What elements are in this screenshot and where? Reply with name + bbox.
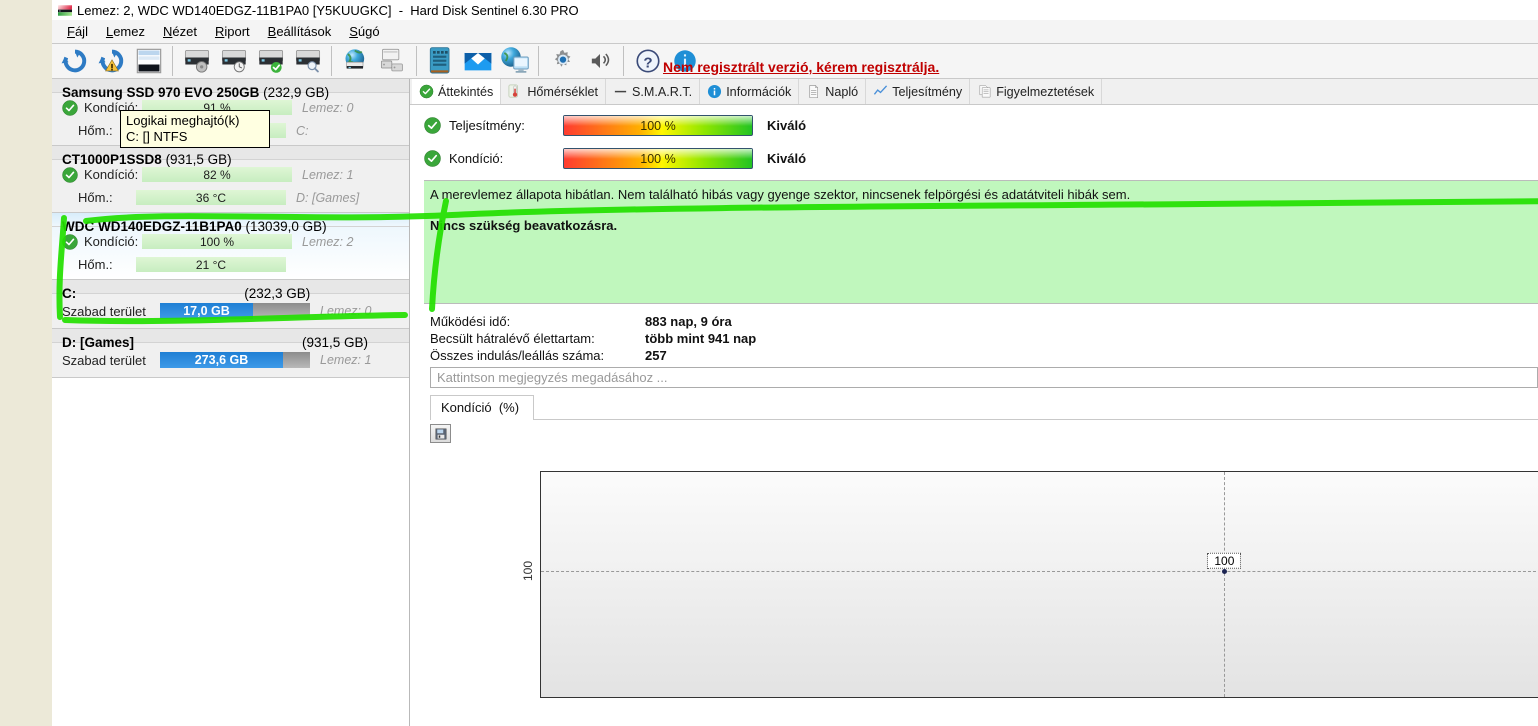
svg-text:?: ? [643, 54, 652, 71]
